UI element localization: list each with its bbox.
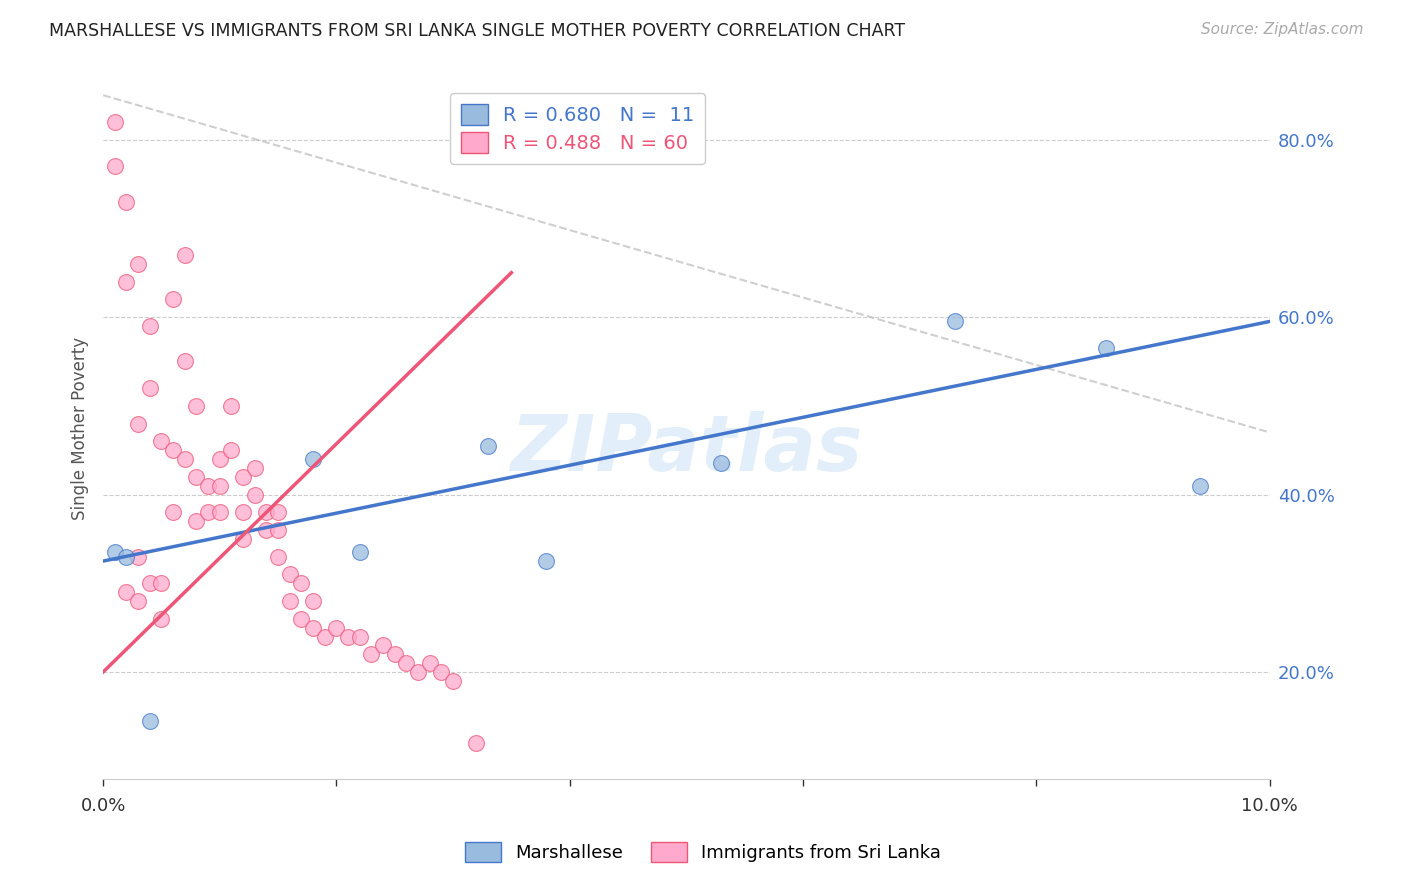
Point (349, 545, 371, 559)
Point (115, 194, 138, 209)
Point (419, 656, 441, 670)
Point (127, 549, 149, 564)
Point (254, 523, 277, 537)
Point (208, 478, 231, 492)
Point (162, 505, 184, 519)
Point (127, 257, 149, 271)
Point (221, 443, 243, 458)
Point (943, 314, 966, 328)
Point (302, 621, 325, 635)
Point (371, 639, 394, 653)
Point (162, 443, 184, 458)
Point (232, 505, 254, 519)
Point (360, 647, 382, 661)
Text: MARSHALLESE VS IMMIGRANTS FROM SRI LANKA SINGLE MOTHER POVERTY CORRELATION CHART: MARSHALLESE VS IMMIGRANTS FROM SRI LANKA… (49, 22, 905, 40)
Point (173, 248, 195, 262)
Point (221, 399, 243, 413)
Point (384, 647, 406, 661)
Point (127, 594, 149, 608)
Point (208, 452, 231, 467)
Point (186, 399, 208, 413)
Point (710, 457, 733, 471)
Point (406, 665, 429, 679)
Point (349, 630, 371, 644)
Point (173, 354, 195, 368)
Point (139, 576, 162, 591)
Point (254, 505, 277, 519)
Point (337, 630, 360, 644)
Point (127, 417, 149, 431)
Point (243, 461, 266, 475)
Point (477, 439, 499, 453)
Point (1188, 478, 1211, 492)
Point (465, 736, 488, 750)
Point (139, 381, 162, 395)
Point (290, 612, 312, 626)
Y-axis label: Single Mother Poverty: Single Mother Poverty (72, 336, 89, 519)
Text: ZIPatlas: ZIPatlas (510, 411, 862, 487)
Point (267, 523, 290, 537)
Point (162, 293, 184, 307)
Point (232, 470, 254, 484)
Point (314, 630, 336, 644)
Point (325, 621, 347, 635)
Point (104, 545, 127, 559)
Legend: R = 0.680   N =  11, R = 0.488   N = 60: R = 0.680 N = 11, R = 0.488 N = 60 (450, 94, 704, 164)
Point (150, 434, 173, 449)
Point (441, 673, 464, 688)
Point (139, 714, 162, 728)
Point (197, 478, 219, 492)
Point (232, 532, 254, 546)
Point (278, 594, 301, 608)
Point (186, 470, 208, 484)
Point (302, 452, 325, 467)
Point (104, 159, 127, 173)
Point (243, 487, 266, 501)
Point (302, 594, 325, 608)
Point (1095, 341, 1118, 355)
Point (150, 612, 173, 626)
Point (173, 452, 195, 467)
Point (267, 549, 290, 564)
Text: Source: ZipAtlas.com: Source: ZipAtlas.com (1201, 22, 1364, 37)
Point (395, 656, 418, 670)
Point (139, 318, 162, 333)
Point (290, 576, 312, 591)
Point (208, 505, 231, 519)
Point (430, 665, 453, 679)
Point (115, 549, 138, 564)
Point (197, 505, 219, 519)
Point (115, 585, 138, 599)
Point (150, 576, 173, 591)
Point (104, 115, 127, 129)
Point (536, 554, 558, 568)
Point (267, 505, 290, 519)
Point (278, 567, 301, 582)
Legend: Marshallese, Immigrants from Sri Lanka: Marshallese, Immigrants from Sri Lanka (458, 834, 948, 870)
Point (115, 275, 138, 289)
Point (186, 514, 208, 528)
